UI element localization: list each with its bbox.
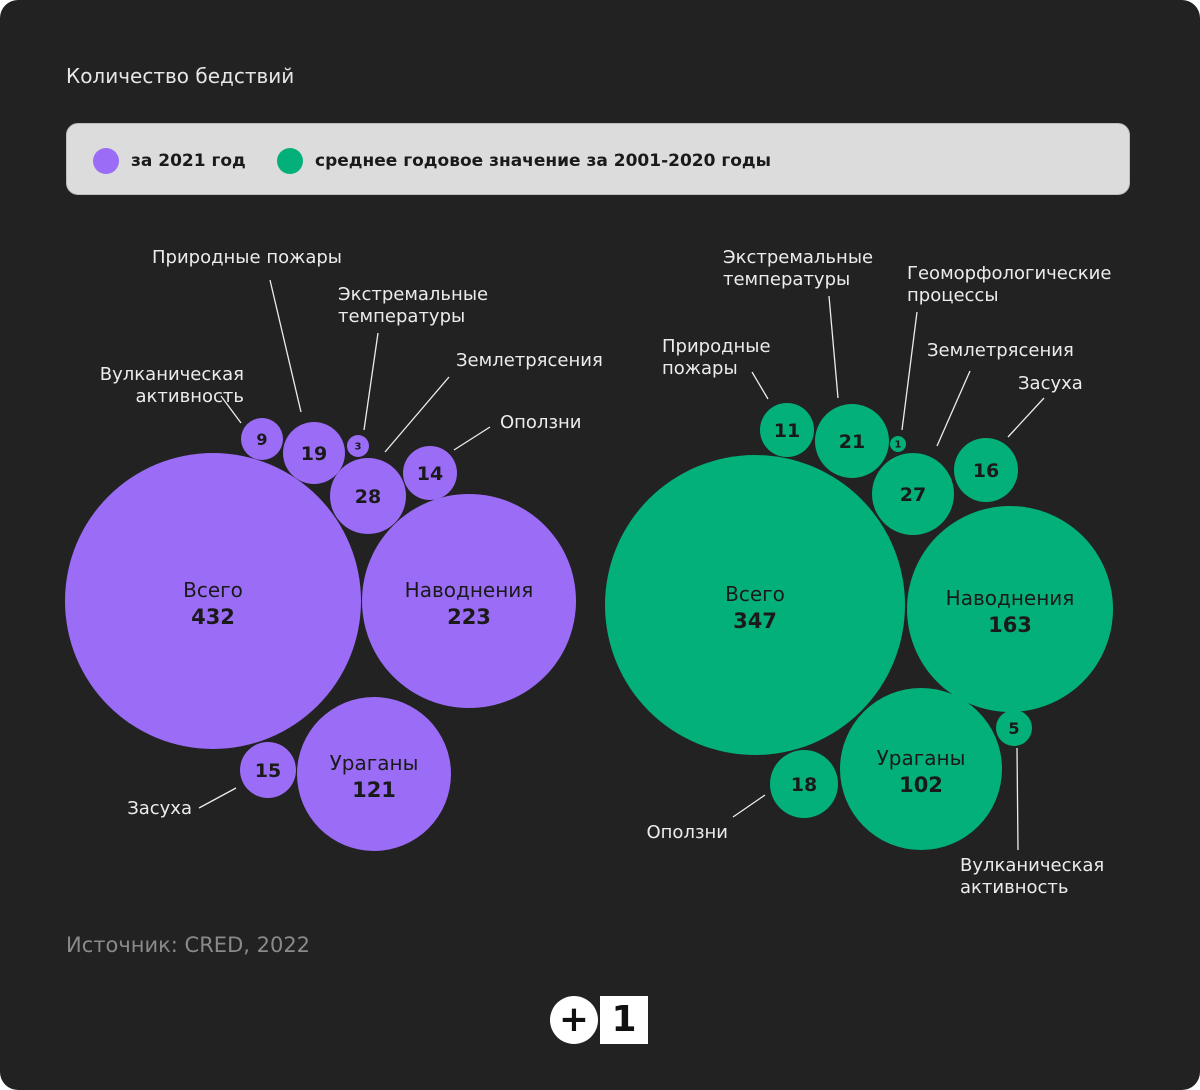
- chart1-оползни-value: 14: [417, 463, 443, 485]
- chart1-вулканическая-активность-leader-line: [220, 395, 242, 424]
- chart1-ураганы-value: 121: [352, 778, 396, 802]
- chart1-вулканическая-активность-value: 9: [256, 430, 267, 449]
- chart2-ураганы-bubble: [840, 688, 1002, 850]
- chart1-землетрясения-value: 28: [355, 486, 381, 508]
- legend-item-average: среднее годовое значение за 2001-2020 го…: [277, 148, 771, 174]
- chart1-природные-пожары-bubble: [283, 422, 345, 484]
- chart2-наводнения-bubble: [907, 506, 1113, 712]
- chart1-ураганы-bubble: [297, 697, 451, 851]
- chart2-землетрясения-label: Землетрясения: [927, 340, 1074, 361]
- chart1-всего-value: 432: [191, 605, 235, 629]
- chart2-вулканическая-активность-leader-line: [1016, 747, 1019, 851]
- chart2-экстремальные-температуры-label-line1: Экстремальные: [723, 247, 873, 268]
- chart1-наводнения-bubble: [362, 494, 576, 708]
- chart2-геоморфологические-процессы-value: 1: [895, 440, 902, 451]
- chart1-землетрясения-label: Землетрясения: [456, 350, 603, 371]
- chart2-экстремальные-температуры-leader-line: [828, 295, 839, 399]
- chart2-засуха-value: 16: [973, 460, 999, 482]
- chart1-природные-пожары-value: 19: [301, 443, 327, 465]
- chart2-засуха-leader-line: [1007, 397, 1045, 438]
- legend-label-2021: за 2021 год: [131, 151, 246, 171]
- chart2-всего-bubble: [605, 455, 905, 755]
- chart2-землетрясения-leader-line: [936, 370, 971, 447]
- chart2-вулканическая-активность-label-line1: Вулканическая: [960, 855, 1104, 876]
- chart2-оползни-value: 18: [791, 774, 817, 796]
- chart1-всего-bubble: [65, 453, 361, 749]
- chart2-природные-пожары-value: 11: [774, 420, 800, 442]
- chart1-экстремальные-температуры-bubble: [347, 435, 369, 457]
- chart2-геоморфологические-процессы-label-line1: Геоморфологические: [907, 263, 1111, 284]
- logo-one-mark: 1: [600, 996, 648, 1044]
- legend: за 2021 год среднее годовое значение за …: [66, 123, 1130, 195]
- chart2-вулканическая-активность-value: 5: [1008, 719, 1019, 738]
- chart1-засуха-bubble: [240, 742, 296, 798]
- logo-plus-mark: +: [550, 996, 598, 1044]
- chart2-землетрясения-value: 27: [900, 484, 926, 506]
- chart2-ураганы-value: 102: [899, 773, 943, 797]
- chart1-засуха-label: Засуха: [127, 798, 192, 819]
- chart2-оползни-bubble: [770, 750, 838, 818]
- chart1-природные-пожары-label: Природные пожары: [152, 247, 342, 268]
- chart2-наводнения-value: 163: [988, 613, 1032, 637]
- chart2-экстремальные-температуры-value: 21: [839, 431, 865, 453]
- chart1-ураганы-label: Ураганы: [330, 751, 419, 775]
- chart2-вулканическая-активность-bubble: [996, 710, 1032, 746]
- chart1-природные-пожары-leader-line: [269, 279, 302, 413]
- chart1-землетрясения-bubble: [330, 458, 406, 534]
- chart2-экстремальные-температуры-bubble: [815, 404, 889, 478]
- chart2-вулканическая-активность-label-line2: активность: [960, 877, 1068, 898]
- chart1-оползни-bubble: [403, 446, 457, 500]
- chart2-наводнения-label: Наводнения: [946, 586, 1075, 610]
- chart2-землетрясения-bubble: [872, 453, 954, 535]
- chart2-геоморфологические-процессы-label-line2: процессы: [907, 285, 999, 306]
- chart2-засуха-label: Засуха: [1018, 373, 1083, 394]
- legend-label-average: среднее годовое значение за 2001-2020 го…: [315, 151, 772, 171]
- chart2-всего-value: 347: [733, 609, 777, 633]
- chart1-засуха-leader-line: [198, 787, 237, 809]
- chart1-наводнения-value: 223: [447, 605, 491, 629]
- chart2-экстремальные-температуры-label-line2: температуры: [723, 269, 850, 290]
- chart1-землетрясения-leader-line: [384, 376, 450, 453]
- chart2-всего-label: Всего: [725, 582, 785, 606]
- chart1-экстремальные-температуры-label-line1: Экстремальные: [338, 284, 488, 305]
- chart1-экстремальные-температуры-value: 3: [355, 442, 362, 453]
- legend-swatch-average: [277, 148, 303, 174]
- chart1-вулканическая-активность-label-line2: активность: [136, 386, 244, 407]
- chart2-ураганы-label: Ураганы: [877, 746, 966, 770]
- legend-swatch-2021: [93, 148, 119, 174]
- chart1-оползни-leader-line: [453, 426, 491, 451]
- brand-logo: + 1: [550, 996, 648, 1044]
- chart1-вулканическая-активность-bubble: [241, 418, 283, 460]
- chart-title: Количество бедствий: [66, 64, 295, 88]
- chart1-засуха-value: 15: [255, 760, 281, 782]
- chart1-оползни-label: Оползни: [500, 412, 582, 433]
- chart2-природные-пожары-label-line1: Природные: [662, 336, 771, 357]
- chart2-засуха-bubble: [954, 438, 1018, 502]
- chart2-оползни-leader-line: [732, 794, 766, 818]
- chart2-оползни-label: Оползни: [647, 822, 729, 843]
- chart2-геоморфологические-процессы-leader-line: [901, 311, 918, 431]
- chart1-экстремальные-температуры-leader-line: [363, 332, 379, 431]
- chart1-экстремальные-температуры-label-line2: температуры: [338, 306, 465, 327]
- chart2-геоморфологические-процессы-bubble: [890, 436, 906, 452]
- chart1-всего-label: Всего: [183, 578, 243, 602]
- chart2-природные-пожары-leader-line: [751, 371, 769, 400]
- chart2-природные-пожары-label-line2: пожары: [662, 358, 738, 379]
- chart2-природные-пожары-bubble: [760, 403, 814, 457]
- chart1-наводнения-label: Наводнения: [405, 578, 534, 602]
- source-note: Источник: CRED, 2022: [66, 933, 311, 957]
- legend-item-2021: за 2021 год: [93, 148, 246, 174]
- chart1-вулканическая-активность-label-line1: Вулканическая: [100, 364, 244, 385]
